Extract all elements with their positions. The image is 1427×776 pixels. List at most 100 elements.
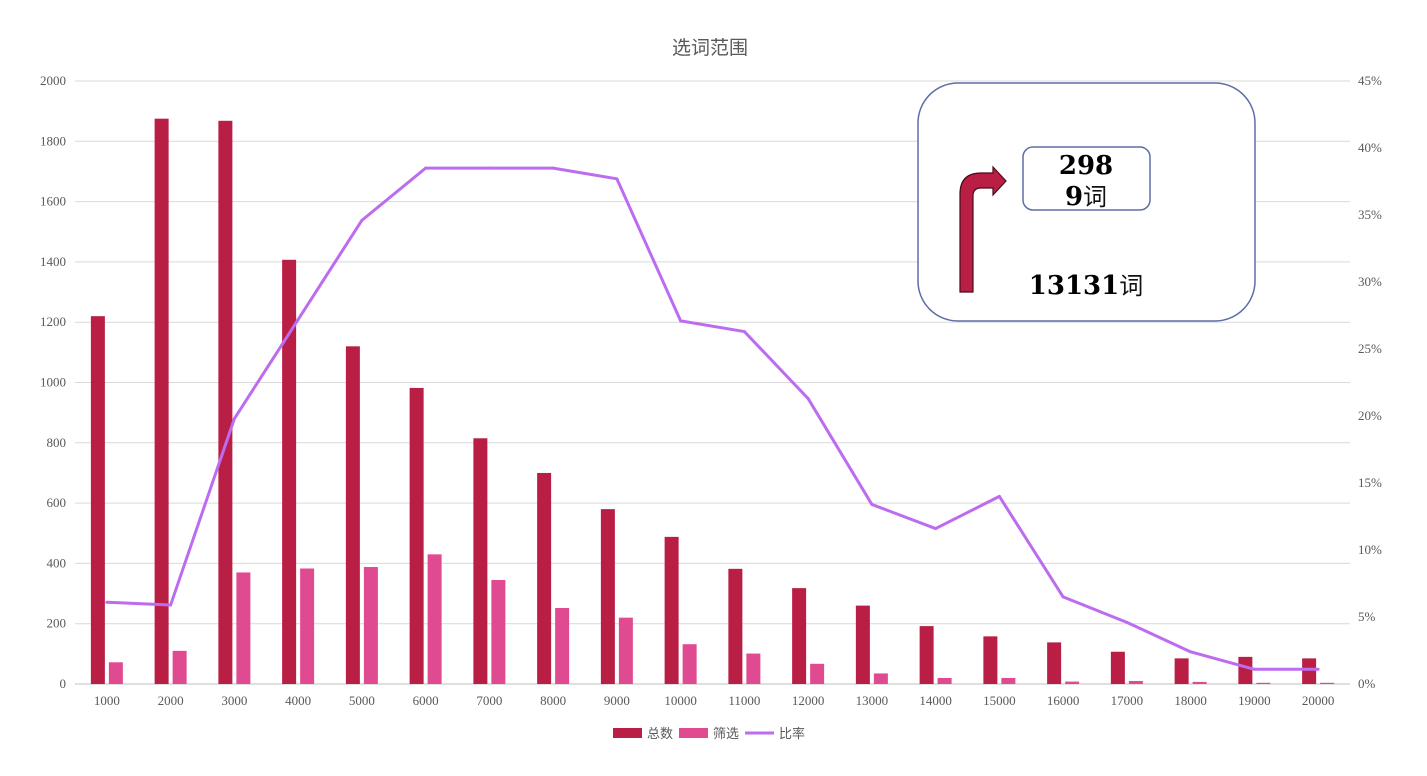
bar-总数: [1047, 642, 1062, 684]
y2-tick-label: 15%: [1358, 475, 1382, 490]
bar-筛选: [682, 644, 697, 684]
x-tick-label: 7000: [476, 693, 502, 708]
line-比率: [106, 166, 1319, 671]
x-tick-label: 16000: [1047, 693, 1080, 708]
legend-label: 总数: [647, 727, 673, 742]
line-point: [806, 397, 810, 401]
legend: 总数 筛选 比率: [613, 726, 805, 742]
line-point: [169, 603, 173, 607]
x-tick-label: 15000: [983, 693, 1016, 708]
line-point: [1316, 667, 1320, 671]
bar-总数: [855, 605, 870, 684]
bent-arrow-icon: [959, 165, 1007, 293]
y-tick-label: 600: [47, 495, 67, 510]
line-point: [870, 502, 874, 506]
line-point: [1252, 667, 1256, 671]
x-tick-label: 17000: [1111, 693, 1144, 708]
y-tick-label: 400: [47, 555, 67, 570]
y2-tick-label: 40%: [1358, 140, 1382, 155]
bar-总数: [728, 568, 743, 684]
selected-count-box: [1022, 146, 1151, 211]
bar-总数: [473, 438, 488, 684]
x-tick-label: 12000: [792, 693, 825, 708]
ratio-line-group: [105, 166, 1320, 671]
line-point: [360, 218, 364, 222]
y-axis-right: 0% 5% 10% 15% 20% 25% 30% 35% 40% 45%: [1358, 73, 1382, 691]
line-point: [551, 166, 555, 170]
x-tick-label: 19000: [1238, 693, 1271, 708]
line-point: [232, 417, 236, 421]
x-axis: 1000 2000 3000 4000 5000 6000 7000 8000 9000 1000…: [94, 693, 1335, 708]
x-tick-label: 3000: [221, 693, 247, 708]
annotation-box: 298 9词 13131词: [917, 82, 1256, 322]
bar-筛选: [172, 650, 187, 684]
y-tick-label: 2000: [40, 73, 66, 88]
bar-总数: [345, 346, 360, 684]
bar-筛选: [427, 554, 442, 684]
y2-tick-label: 45%: [1358, 73, 1382, 88]
bar-筛选: [1065, 681, 1080, 684]
bar-筛选: [555, 608, 570, 684]
legend-swatch: [613, 728, 642, 738]
line-point: [679, 319, 683, 323]
legend-swatch: [679, 728, 708, 738]
bar-总数: [664, 536, 679, 684]
bar-筛选: [491, 579, 506, 684]
y2-tick-label: 20%: [1358, 408, 1382, 423]
bar-总数: [983, 636, 998, 684]
total-count-num: 13131: [1029, 271, 1119, 301]
x-tick-label: 10000: [664, 693, 697, 708]
bar-筛选: [300, 568, 315, 684]
y2-tick-label: 0%: [1358, 676, 1376, 691]
bar-总数: [218, 120, 233, 685]
line-point: [296, 318, 300, 322]
bar-筛选: [1320, 682, 1335, 684]
y-tick-label: 200: [47, 616, 67, 631]
y2-tick-label: 30%: [1358, 274, 1382, 289]
line-point: [997, 494, 1001, 498]
y-tick-label: 1800: [40, 133, 66, 148]
bar-group: [90, 118, 1335, 685]
bar-总数: [919, 626, 934, 684]
bar-筛选: [618, 617, 633, 684]
x-tick-label: 9000: [604, 693, 630, 708]
line-point: [424, 166, 428, 170]
y2-tick-label: 5%: [1358, 609, 1376, 624]
total-count-label: 13131词: [1029, 271, 1143, 301]
line-point: [1189, 650, 1193, 654]
selected-count-unit: 词: [1083, 183, 1107, 211]
total-count-unit: 词: [1119, 272, 1143, 300]
bar-筛选: [937, 677, 952, 684]
x-tick-label: 18000: [1174, 693, 1207, 708]
y-axis-left: 0 200 400 600 800 1000 1200 1400 1600 1800 2000: [40, 73, 66, 691]
selected-count-line2: 9词: [1065, 182, 1107, 212]
bar-总数: [1238, 656, 1253, 684]
x-tick-label: 14000: [919, 693, 952, 708]
bar-总数: [600, 509, 615, 684]
x-tick-label: 4000: [285, 693, 311, 708]
legend-label: 筛选: [713, 727, 739, 742]
x-tick-label: 20000: [1302, 693, 1335, 708]
legend-label: 比率: [779, 726, 805, 742]
bar-总数: [1302, 658, 1317, 684]
x-tick-label: 6000: [413, 693, 439, 708]
bar-筛选: [1256, 682, 1271, 684]
y2-tick-label: 35%: [1358, 207, 1382, 222]
y-tick-label: 800: [47, 435, 67, 450]
y-tick-label: 1400: [40, 254, 66, 269]
selected-count-line1: 298: [1059, 151, 1113, 181]
chart-title: 选词范围: [672, 37, 748, 59]
line-point: [105, 600, 109, 604]
y2-tick-label: 10%: [1358, 542, 1382, 557]
bar-总数: [1110, 651, 1125, 684]
bar-筛选: [873, 673, 888, 684]
bar-筛选: [1128, 680, 1143, 684]
y-tick-label: 0: [60, 676, 67, 691]
x-tick-label: 2000: [158, 693, 184, 708]
line-point: [615, 177, 619, 181]
line-point: [1125, 620, 1129, 624]
y-tick-label: 1200: [40, 314, 66, 329]
x-tick-label: 5000: [349, 693, 375, 708]
y-tick-label: 1600: [40, 194, 66, 209]
